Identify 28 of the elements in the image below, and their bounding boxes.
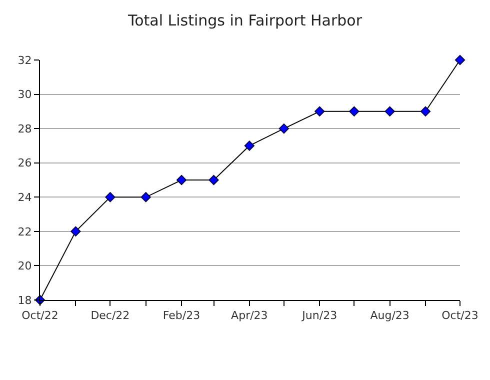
y-tick-label: 32: [18, 54, 32, 67]
y-tick-label: 24: [18, 190, 32, 204]
y-tick-label: 22: [18, 225, 32, 238]
point: [176, 174, 187, 186]
point: [140, 192, 151, 202]
point: [244, 140, 254, 151]
point: [454, 54, 466, 66]
point: [278, 124, 289, 134]
x-tick-label: Jun/23: [301, 309, 338, 322]
x-tick-label: Apr/23: [231, 309, 268, 322]
chart-title: Total Listings in Fairport Harbor: [126, 12, 363, 30]
y-tick-label: 18: [18, 294, 32, 307]
point: [70, 226, 81, 236]
x-tick-label: Oct/23: [442, 309, 478, 322]
point: [384, 106, 395, 116]
point: [314, 106, 325, 116]
x-tick-label: Dec/22: [90, 309, 130, 322]
y-tick-label: 20: [18, 260, 32, 273]
x-tick-label: Feb/23: [162, 309, 200, 322]
x-tick-label: Aug/23: [370, 309, 410, 322]
point: [105, 192, 116, 202]
point: [349, 106, 360, 116]
y-tick-label: 26: [18, 156, 32, 170]
point: [420, 106, 431, 116]
point: [208, 174, 219, 186]
x-tick-label: Oct/22: [22, 309, 58, 322]
y-tick-label: 30: [18, 88, 32, 102]
y-tick-label: 28: [18, 122, 32, 136]
